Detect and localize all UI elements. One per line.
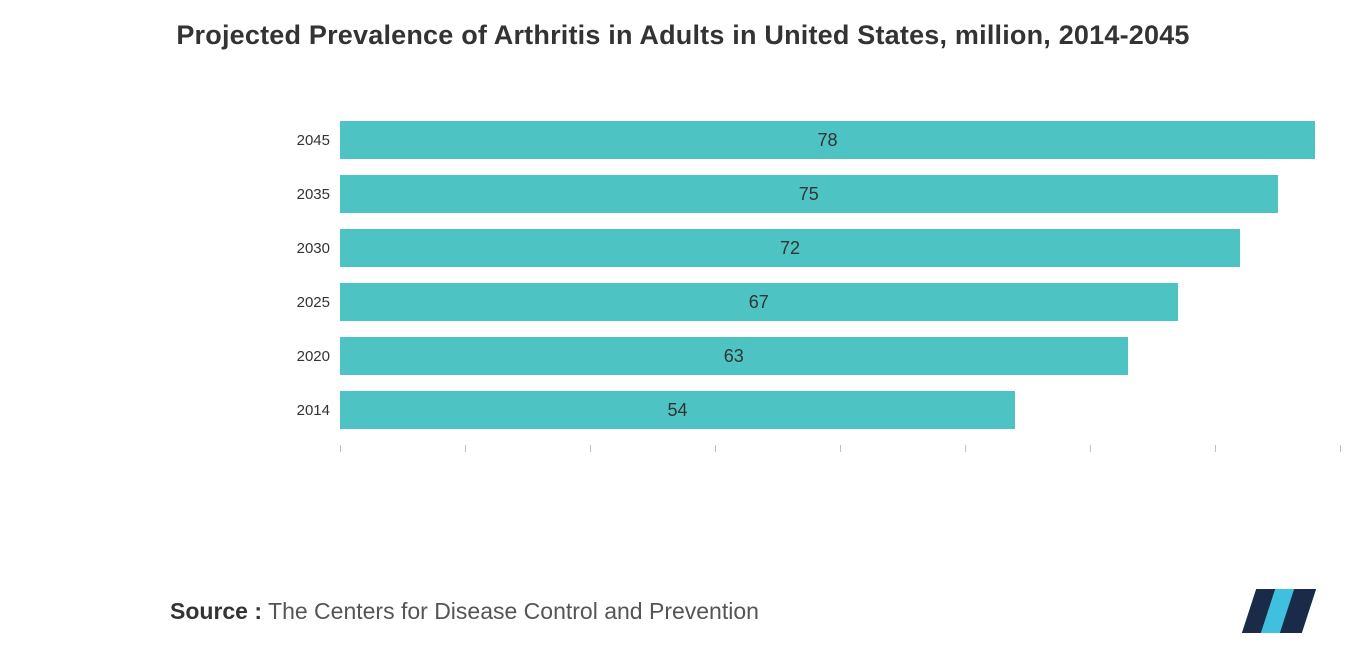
bar-track: 75 [340, 175, 1340, 213]
x-axis-tick [715, 445, 716, 452]
x-axis-tick [465, 445, 466, 452]
bar-row: 204578 [340, 121, 1340, 159]
chart-plot-area: 204578 203575 203072 202567 202063 201454 [340, 121, 1340, 429]
chart-footer: Source : The Centers for Disease Control… [0, 589, 1366, 633]
bar-track: 54 [340, 391, 1340, 429]
bar-row: 203072 [340, 229, 1340, 267]
y-axis-label: 2030 [280, 240, 330, 257]
bar-value-label: 75 [799, 184, 819, 205]
y-axis-label: 2045 [280, 132, 330, 149]
x-axis-tick [1340, 445, 1341, 452]
chart-container: Projected Prevalence of Arthritis in Adu… [0, 0, 1366, 655]
chart-title: Projected Prevalence of Arthritis in Adu… [40, 20, 1326, 51]
bar-track: 78 [340, 121, 1340, 159]
x-axis-tick [590, 445, 591, 452]
bar-row: 202567 [340, 283, 1340, 321]
bar-value-label: 54 [667, 400, 687, 421]
y-axis-label: 2020 [280, 348, 330, 365]
bar: 72 [340, 229, 1240, 267]
publisher-logo [1249, 589, 1306, 633]
x-axis-tick [1215, 445, 1216, 452]
bar-value-label: 72 [780, 238, 800, 259]
x-axis-tick [965, 445, 966, 452]
bar: 67 [340, 283, 1178, 321]
bar-track: 63 [340, 337, 1340, 375]
source-text: The Centers for Disease Control and Prev… [268, 598, 759, 624]
x-axis [340, 445, 1340, 475]
bar-value-label: 78 [817, 130, 837, 151]
x-axis-tick [840, 445, 841, 452]
y-axis-label: 2014 [280, 402, 330, 419]
bar-track: 67 [340, 283, 1340, 321]
bar-row: 201454 [340, 391, 1340, 429]
source-citation: Source : The Centers for Disease Control… [170, 598, 759, 625]
y-axis-label: 2025 [280, 294, 330, 311]
bar-value-label: 67 [749, 292, 769, 313]
bar: 75 [340, 175, 1278, 213]
bar-value-label: 63 [724, 346, 744, 367]
bar: 63 [340, 337, 1128, 375]
x-axis-tick [340, 445, 341, 452]
bar-row: 203575 [340, 175, 1340, 213]
bar: 78 [340, 121, 1315, 159]
source-label: Source : [170, 598, 262, 624]
bar-track: 72 [340, 229, 1340, 267]
y-axis-label: 2035 [280, 186, 330, 203]
x-axis-tick [1090, 445, 1091, 452]
bar-row: 202063 [340, 337, 1340, 375]
bar: 54 [340, 391, 1015, 429]
